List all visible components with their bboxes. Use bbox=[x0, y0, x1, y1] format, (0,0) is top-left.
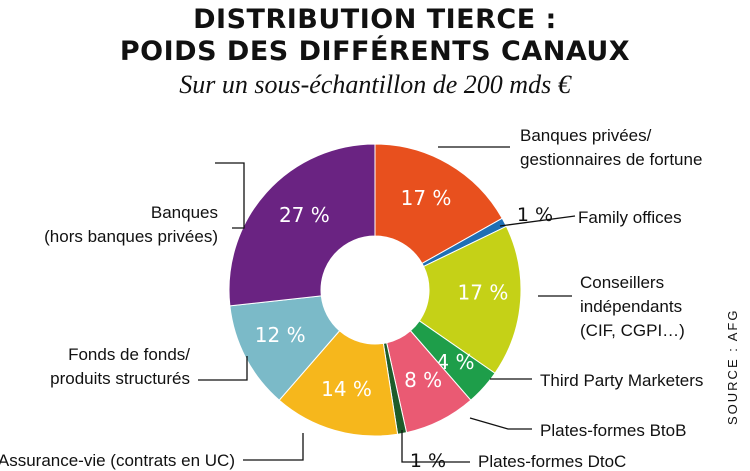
slice-4-label-line: Plates-formes BtoB bbox=[540, 421, 686, 440]
slice-5-leader bbox=[401, 430, 470, 463]
slice-8-leader bbox=[215, 162, 245, 229]
slice-7-label-line: produits structurés bbox=[50, 369, 190, 388]
slice-2-percent: 17 % bbox=[458, 281, 509, 305]
slice-8-label: Banques (hors banques privées) bbox=[44, 203, 218, 246]
slice-1-label: Family offices bbox=[578, 208, 682, 227]
slice-4-leader bbox=[469, 417, 532, 430]
slice-4-label: Plates-formes BtoB bbox=[540, 421, 686, 440]
slice-6-label: Assurance-vie (contrats en UC) bbox=[0, 451, 235, 470]
slice-6-label-line: Assurance-vie (contrats en UC) bbox=[0, 451, 235, 470]
slice-2-label: Conseillers indépendants (CIF, CGPI…) bbox=[580, 273, 685, 340]
chart-title-line-2: POIDS DES DIFFÉRENTS CANAUX bbox=[119, 36, 631, 67]
slice-3-label: Third Party Marketers bbox=[540, 371, 703, 390]
slice-7-label-line: Fonds de fonds/ bbox=[68, 345, 190, 364]
slice-4-percent: 8 % bbox=[404, 368, 442, 392]
slice-2-label-line: Conseillers bbox=[580, 273, 664, 292]
slice-6 bbox=[278, 330, 399, 437]
slice-2-label-line: indépendants bbox=[580, 297, 682, 316]
chart-title-line-1: DISTRIBUTION TIERCE : bbox=[193, 4, 557, 35]
slice-2-label-line: (CIF, CGPI…) bbox=[580, 321, 685, 340]
slice-8-label-line: Banques bbox=[151, 203, 218, 222]
slice-8-label-line: (hors banques privées) bbox=[44, 227, 218, 246]
slice-6-percent: 14 % bbox=[321, 377, 372, 401]
slice-3-label-line: Third Party Marketers bbox=[540, 371, 703, 390]
slice-7-percent: 12 % bbox=[255, 323, 306, 347]
slice-7-label: Fonds de fonds/produits structurés bbox=[50, 345, 190, 388]
slice-5-label: Plates-formes DtoC bbox=[478, 452, 626, 471]
slice-0 bbox=[374, 143, 503, 265]
slice-1-leader bbox=[499, 215, 576, 227]
slice-6-leader bbox=[243, 433, 304, 461]
slice-2 bbox=[418, 225, 522, 374]
slice-5-label-line: Plates-formes DtoC bbox=[478, 452, 626, 471]
slice-0-label: Banques privées/gestionnaires de fortune bbox=[520, 126, 702, 169]
slice-7-leader bbox=[198, 356, 248, 381]
chart-subtitle: Sur un sous-échantillon de 200 mds € bbox=[179, 70, 571, 99]
slice-0-label-line: gestionnaires de fortune bbox=[520, 150, 702, 169]
slice-5-percent: 1 % bbox=[410, 450, 446, 471]
slice-0-label-line: Banques privées/ bbox=[520, 126, 652, 145]
slice-8 bbox=[228, 143, 376, 307]
slice-0-percent: 17 % bbox=[401, 186, 452, 210]
slice-1-label-line: Family offices bbox=[578, 208, 682, 227]
slice-8-percent: 27 % bbox=[279, 203, 330, 227]
